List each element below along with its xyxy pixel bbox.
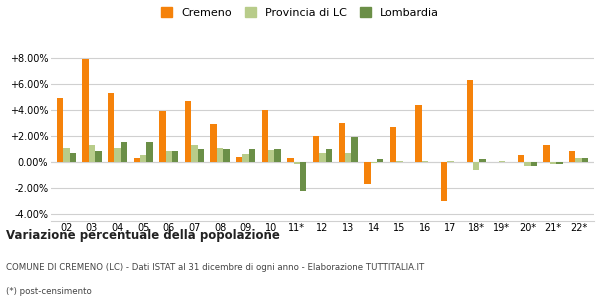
- Bar: [448, 160, 454, 162]
- Bar: [82, 59, 89, 162]
- Bar: [211, 124, 217, 162]
- Bar: [569, 152, 575, 162]
- Bar: [473, 162, 479, 170]
- Text: COMUNE DI CREMENO (LC) - Dati ISTAT al 31 dicembre di ogni anno - Elaborazione T: COMUNE DI CREMENO (LC) - Dati ISTAT al 3…: [6, 262, 424, 272]
- Bar: [550, 162, 556, 164]
- Bar: [575, 158, 582, 162]
- Bar: [262, 110, 268, 162]
- Bar: [95, 152, 101, 162]
- Bar: [140, 155, 146, 162]
- Bar: [236, 157, 242, 162]
- Bar: [313, 136, 319, 162]
- Bar: [121, 142, 127, 162]
- Bar: [371, 162, 377, 163]
- Bar: [115, 148, 121, 162]
- Bar: [338, 123, 345, 162]
- Bar: [89, 145, 95, 162]
- Bar: [185, 100, 191, 162]
- Bar: [524, 162, 530, 166]
- Text: Variazione percentuale della popolazione: Variazione percentuale della popolazione: [6, 230, 280, 242]
- Bar: [390, 127, 396, 162]
- Bar: [441, 162, 448, 201]
- Bar: [582, 158, 588, 162]
- Bar: [217, 148, 223, 162]
- Bar: [242, 154, 249, 162]
- Bar: [530, 162, 537, 166]
- Bar: [108, 93, 115, 162]
- Bar: [556, 162, 563, 164]
- Bar: [544, 145, 550, 162]
- Bar: [422, 160, 428, 162]
- Bar: [197, 149, 204, 162]
- Bar: [70, 153, 76, 162]
- Bar: [57, 98, 63, 162]
- Bar: [300, 162, 307, 190]
- Text: (*) post-censimento: (*) post-censimento: [6, 286, 92, 296]
- Bar: [249, 149, 255, 162]
- Bar: [377, 159, 383, 162]
- Bar: [63, 148, 70, 162]
- Bar: [172, 152, 178, 162]
- Bar: [223, 149, 230, 162]
- Bar: [274, 149, 281, 162]
- Bar: [479, 159, 486, 162]
- Bar: [415, 104, 422, 162]
- Bar: [467, 80, 473, 162]
- Bar: [352, 137, 358, 162]
- Bar: [159, 111, 166, 162]
- Bar: [146, 142, 153, 162]
- Bar: [499, 160, 505, 162]
- Bar: [287, 158, 293, 162]
- Bar: [319, 153, 326, 162]
- Bar: [293, 162, 300, 164]
- Bar: [396, 160, 403, 162]
- Bar: [134, 158, 140, 162]
- Bar: [268, 150, 274, 162]
- Bar: [518, 155, 524, 162]
- Bar: [345, 153, 352, 162]
- Bar: [364, 162, 371, 184]
- Bar: [191, 145, 197, 162]
- Bar: [326, 149, 332, 162]
- Legend: Cremeno, Provincia di LC, Lombardia: Cremeno, Provincia di LC, Lombardia: [161, 7, 439, 18]
- Bar: [166, 152, 172, 162]
